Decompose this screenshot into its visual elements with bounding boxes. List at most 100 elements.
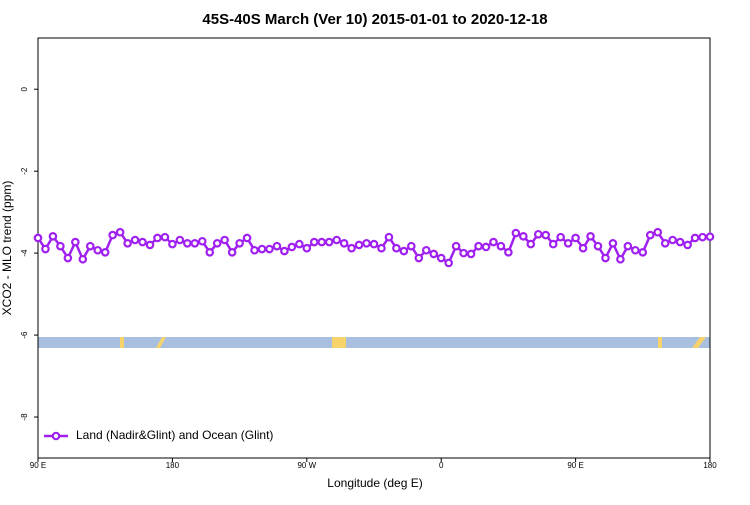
data-point [519, 232, 528, 241]
data-point [63, 253, 73, 263]
data-point [578, 243, 588, 253]
y-tick-label: -2 [20, 167, 29, 175]
x-tick-label: 180 [703, 461, 717, 470]
ocean-strip [38, 337, 710, 348]
data-point [675, 237, 685, 247]
data-point [183, 238, 192, 248]
data-point [459, 248, 468, 258]
land-patch [332, 337, 346, 348]
data-point [571, 233, 580, 243]
data-point [593, 241, 603, 251]
chart-title: 45S-40S March (Ver 10) 2015-01-01 to 202… [202, 11, 547, 28]
data-point [399, 246, 409, 256]
data-point [160, 232, 170, 242]
y-tick-label: -4 [20, 249, 29, 257]
data-point [526, 239, 536, 249]
data-point [309, 237, 319, 247]
data-point [407, 241, 416, 251]
land-patch [156, 337, 166, 348]
data-point [78, 254, 88, 264]
data-point [354, 240, 364, 250]
land-patch [692, 337, 706, 348]
data-point [123, 238, 132, 248]
x-tick-label: 90 W [297, 461, 316, 470]
data-point [511, 228, 521, 238]
data-point [377, 243, 386, 253]
data-point [451, 241, 461, 251]
data-point [41, 244, 50, 254]
data-point [250, 245, 259, 255]
data-point [115, 227, 125, 237]
data-point [324, 237, 334, 247]
data-point [392, 243, 401, 253]
data-point [190, 238, 200, 248]
data-point [85, 241, 95, 251]
data-point [548, 239, 558, 249]
y-tick-label: 0 [20, 86, 29, 91]
data-point [645, 230, 655, 240]
data-point [220, 235, 229, 245]
plot-frame [37, 37, 711, 459]
data-point [414, 253, 424, 263]
data-point [616, 254, 625, 264]
data-point [504, 248, 513, 257]
y-tick-label: -6 [20, 331, 29, 339]
land-patch [120, 337, 124, 348]
x-tick-label: 180 [166, 461, 180, 470]
data-point [317, 237, 327, 247]
data-point [272, 241, 282, 251]
data-point [496, 241, 506, 251]
data-point [466, 249, 476, 259]
x-tick-label: 90 E [567, 461, 583, 470]
data-point [429, 249, 439, 259]
data-point [168, 239, 177, 249]
data-point [586, 232, 595, 241]
data-point [212, 238, 222, 248]
legend-marker [51, 431, 61, 441]
data-point [108, 230, 117, 240]
data-point [332, 235, 341, 245]
data-point [631, 245, 640, 255]
y-axis-label: XCO2 - MLO trend (ppm) [0, 181, 14, 316]
data-point [369, 239, 379, 249]
data-point [205, 248, 215, 257]
data-point [660, 238, 670, 248]
data-point [608, 238, 618, 248]
data-point [384, 232, 394, 242]
data-point [339, 238, 349, 248]
data-point [474, 241, 483, 251]
legend: Land (Nadir&Glint) and Ocean (Glint) [44, 428, 273, 442]
data-point [347, 243, 356, 253]
data-point [130, 235, 140, 245]
data-point [489, 237, 498, 247]
data-point [653, 227, 663, 237]
data-point [153, 233, 162, 243]
data-point [436, 253, 446, 263]
data-point [295, 239, 304, 249]
surface-strip [38, 337, 710, 348]
y-tick-label: -8 [20, 413, 29, 421]
data-point [145, 240, 155, 250]
data-point [638, 248, 648, 257]
data-point [421, 245, 431, 255]
data-point [690, 233, 700, 243]
data-point [302, 243, 312, 253]
data-point [265, 244, 274, 254]
x-axis-label: Longitude (deg E) [327, 476, 422, 490]
data-point [541, 230, 551, 240]
data-point [138, 237, 147, 247]
data-point [705, 232, 715, 242]
data-point [481, 242, 491, 252]
data-point [56, 241, 65, 251]
data-point [362, 238, 371, 248]
data-point [280, 246, 289, 256]
data-point [93, 245, 103, 255]
data-point [698, 232, 707, 242]
data-point [235, 238, 244, 248]
data-point [623, 241, 633, 251]
x-tick-label: 90 E [30, 461, 46, 470]
data-point [683, 240, 692, 250]
data-point [33, 233, 43, 243]
